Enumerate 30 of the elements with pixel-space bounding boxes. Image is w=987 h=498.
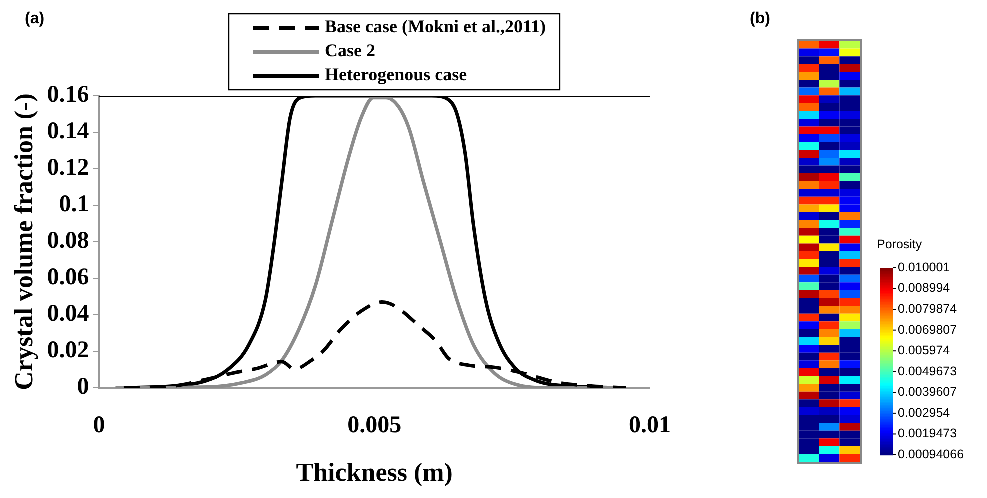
- y-axis-title: Crystal volume fraction (-): [9, 94, 38, 390]
- y-tick-label: 0.02: [47, 338, 90, 364]
- y-tick-label: 0: [77, 374, 90, 400]
- x-tick-label: 0: [93, 412, 106, 439]
- legend-label: Base case (Mokni et al.,2011): [325, 16, 546, 37]
- legend-label: Case 2: [325, 40, 376, 61]
- y-tick-label: 0.08: [47, 228, 90, 254]
- color-bar-title: Porosity: [877, 237, 923, 252]
- color-bar-label: 0.010001: [898, 260, 950, 274]
- chart-title: (b): [750, 10, 770, 28]
- legend-label: Heterogenous case: [325, 64, 468, 85]
- color-bar-label: 0.0049673: [898, 364, 958, 378]
- y-tick-label: 0.16: [47, 82, 90, 108]
- x-axis-title: Thickness (m): [296, 458, 453, 488]
- color-bar-label: 0.0069807: [898, 322, 958, 337]
- color-bar-label: 0.0079874: [898, 302, 958, 316]
- color-bar-label: 0.005974: [898, 344, 950, 358]
- color-bar-label: 0.008994: [898, 281, 950, 296]
- y-tick-label: 0.12: [47, 155, 90, 182]
- chart-title: (a): [25, 10, 45, 28]
- y-tick-label: 0.06: [47, 264, 90, 291]
- color-bar-label: 0.0039607: [898, 385, 958, 400]
- y-tick-label: 0.14: [47, 118, 90, 145]
- y-tick-label: 0.04: [47, 301, 90, 328]
- y-tick-label: 0.1: [59, 192, 90, 218]
- x-tick-label: 0.005: [348, 412, 402, 439]
- x-tick-label: 0.01: [629, 412, 671, 439]
- color-bar-label: 0.002954: [898, 406, 950, 420]
- color-bar-label: 0.00094066: [898, 447, 964, 462]
- color-bar-label: 0.0019473: [898, 426, 958, 441]
